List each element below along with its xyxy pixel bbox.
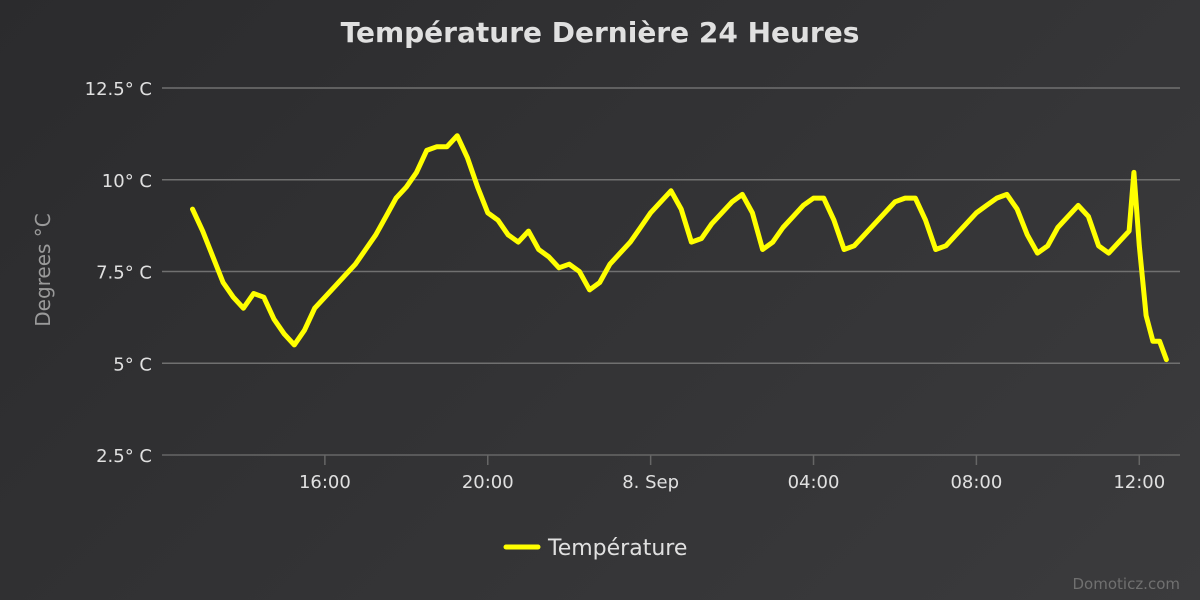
x-tick-label: 16:00 — [299, 472, 351, 493]
y-tick-label: 10° C — [102, 171, 152, 192]
series-line-temperature — [190, 133, 1169, 363]
y-tick-label: 2.5° C — [96, 446, 152, 467]
x-tick-label: 08:00 — [950, 472, 1002, 493]
y-tick-label: 7.5° C — [96, 263, 152, 284]
y-axis-label: Degrees °C — [31, 213, 55, 327]
grid-layer — [162, 87, 1180, 364]
x-axis: 16:00 20:00 8. Sep 04:00 08:00 12:00 — [299, 455, 1165, 493]
series-layer — [190, 133, 1169, 363]
y-tick-label: 12.5° C — [85, 79, 152, 100]
x-tick-label: 04:00 — [788, 472, 840, 493]
legend[interactable]: Température — [503, 536, 687, 561]
x-tick-label: 8. Sep — [622, 472, 679, 493]
y-axis: 2.5° C 5° C 7.5° C 10° C 12.5° C — [85, 79, 152, 467]
legend-label: Température — [547, 536, 687, 561]
y-tick-label: 5° C — [113, 354, 152, 375]
credits-link[interactable]: Domoticz.com — [1073, 575, 1181, 593]
x-tick-label: 20:00 — [462, 472, 514, 493]
chart-title: Température Dernière 24 Heures — [341, 16, 860, 49]
x-tick-label: 12:00 — [1113, 472, 1165, 493]
